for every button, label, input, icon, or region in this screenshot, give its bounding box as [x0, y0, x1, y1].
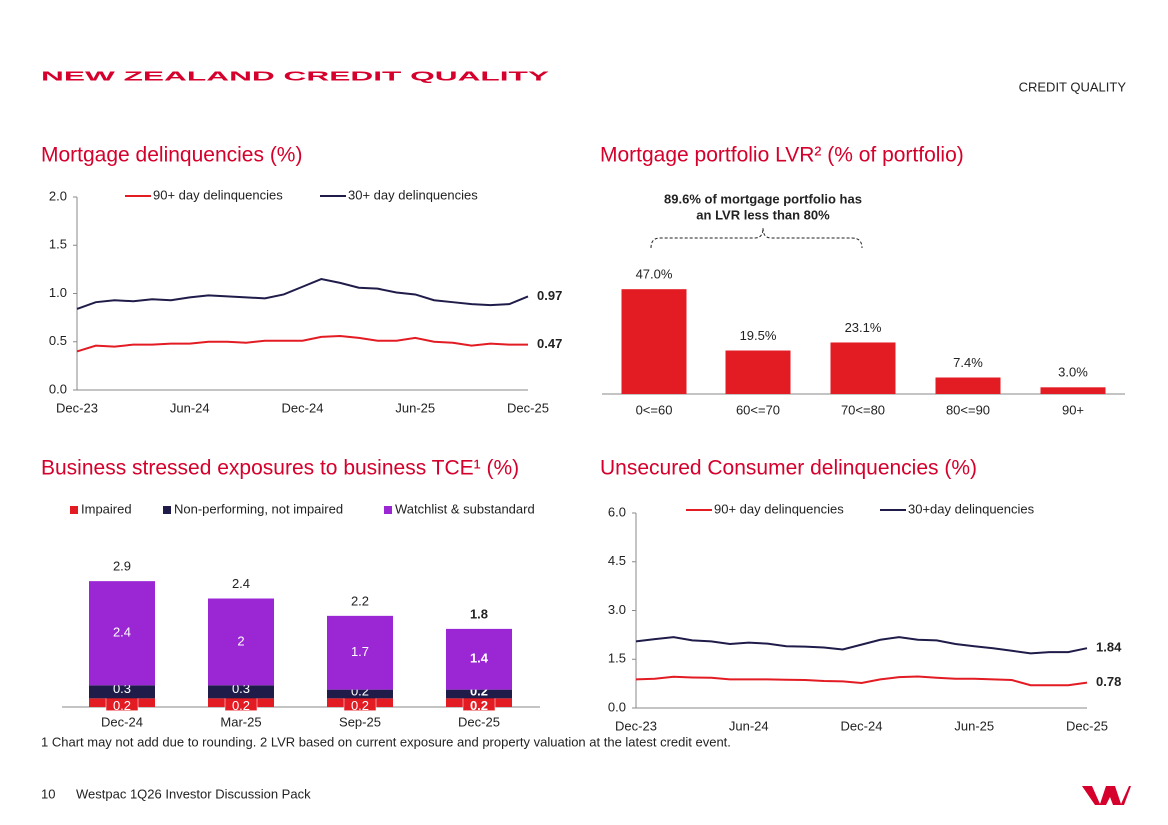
x-tick-label: Dec-23: [615, 718, 657, 733]
x-tick-label: Dec-24: [282, 400, 324, 415]
legend-label: 90+ day delinquencies: [153, 187, 283, 202]
x-tick-label: 60<=70: [736, 402, 780, 417]
y-tick-label: 1.5: [49, 237, 67, 252]
y-tick-label: 0.0: [608, 699, 626, 714]
bar-segment: [446, 628, 512, 690]
end-label: 0.97: [537, 288, 562, 303]
bar: [621, 289, 687, 394]
x-tick-label: 70<=80: [841, 402, 885, 417]
y-tick-label: 6.0: [608, 504, 626, 519]
segment-label: 2.4: [113, 625, 131, 640]
line-series: [76, 277, 529, 310]
chart-title: Mortgage portfolio LVR² (% of portfolio): [600, 144, 964, 167]
page-number: 10: [41, 786, 55, 801]
bar: [725, 350, 791, 394]
total-label: 2.9: [113, 559, 131, 574]
legend-label: Non-performing, not impaired: [174, 501, 343, 516]
bar-segment: [208, 685, 274, 699]
x-tick-label: 80<=90: [946, 402, 990, 417]
x-tick-label: Dec-25: [507, 400, 549, 415]
x-tick-label: Jun-25: [954, 718, 994, 733]
x-tick-label: Jun-24: [729, 718, 769, 733]
logo: [1082, 786, 1131, 805]
brace: [650, 227, 863, 249]
segment-label: 0.2: [470, 698, 488, 713]
y-tick-label: 2.0: [49, 188, 67, 203]
y-tick-label: 1.5: [608, 651, 626, 666]
chart-title: Unsecured Consumer delinquencies (%): [600, 457, 977, 480]
line-series: [635, 636, 1088, 655]
x-tick-label: Dec-25: [1066, 718, 1108, 733]
segment-label: 1.7: [351, 644, 369, 659]
page-title: NEW ZEALAND CREDIT QUALITY: [41, 68, 550, 83]
y-tick-label: 0.5: [49, 333, 67, 348]
bar-segment: [446, 689, 512, 699]
end-label: 0.47: [537, 336, 562, 351]
x-tick-label: Dec-24: [101, 714, 143, 729]
x-tick-label: Dec-25: [458, 714, 500, 729]
segment-label: 0.2: [113, 698, 131, 713]
legend-label: Watchlist & substandard: [395, 501, 535, 516]
bar: [830, 342, 896, 394]
bar-segment: [327, 689, 393, 699]
annotation: 89.6% of mortgage portfolio has: [664, 191, 862, 206]
x-tick-label: Sep-25: [339, 714, 381, 729]
chart-title: Business stressed exposures to business …: [41, 457, 519, 480]
x-tick-label: Jun-24: [170, 400, 210, 415]
value-label: 7.4%: [953, 355, 983, 370]
x-tick-label: 0<=60: [636, 402, 673, 417]
value-label: 19.5%: [740, 328, 777, 343]
bar-segment: [327, 615, 393, 690]
bar: [935, 377, 1001, 394]
value-label: 23.1%: [845, 320, 882, 335]
bar-segment: [89, 581, 155, 686]
legend-label: Impaired: [81, 501, 132, 516]
y-tick-label: 4.5: [608, 553, 626, 568]
segment-label: 0.2: [351, 698, 369, 713]
legend-swatch: [384, 506, 392, 514]
footer: Westpac 1Q26 Investor Discussion Pack: [76, 786, 311, 801]
legend-swatch: [70, 506, 78, 514]
segment-label: 0.2: [232, 698, 250, 713]
end-label: 1.84: [1096, 640, 1122, 655]
annotation: an LVR less than 80%: [696, 207, 830, 222]
x-tick-label: Mar-25: [220, 714, 261, 729]
footnote: 1 Chart may not add due to rounding. 2 L…: [41, 734, 731, 749]
x-tick-label: Jun-25: [395, 400, 435, 415]
end-label: 0.78: [1096, 674, 1121, 689]
legend-label: 30+ day delinquencies: [348, 187, 478, 202]
bar-segment: [208, 598, 274, 686]
line-series: [76, 334, 528, 353]
value-label: 47.0%: [636, 267, 673, 282]
total-label: 1.8: [470, 606, 488, 621]
segment-label: 2: [237, 633, 244, 648]
legend-label: 90+ day delinquencies: [714, 501, 844, 516]
y-tick-label: 3.0: [608, 602, 626, 617]
y-tick-label: 1.0: [49, 285, 67, 300]
x-tick-label: Dec-24: [841, 718, 883, 733]
x-tick-label: 90+: [1062, 402, 1084, 417]
x-tick-label: Dec-23: [56, 400, 98, 415]
total-label: 2.4: [232, 576, 250, 591]
segment-label: 1.4: [470, 651, 489, 666]
legend-label: 30+day delinquencies: [908, 501, 1035, 516]
total-label: 2.2: [351, 593, 369, 608]
y-tick-label: 0.0: [49, 381, 67, 396]
legend-swatch: [163, 506, 171, 514]
chart-title: Mortgage delinquencies (%): [41, 144, 302, 167]
bar-segment: [89, 685, 155, 699]
bar: [1040, 387, 1106, 394]
section-label: CREDIT QUALITY: [1019, 79, 1127, 94]
value-label: 3.0%: [1058, 365, 1088, 380]
line-series: [635, 675, 1088, 687]
